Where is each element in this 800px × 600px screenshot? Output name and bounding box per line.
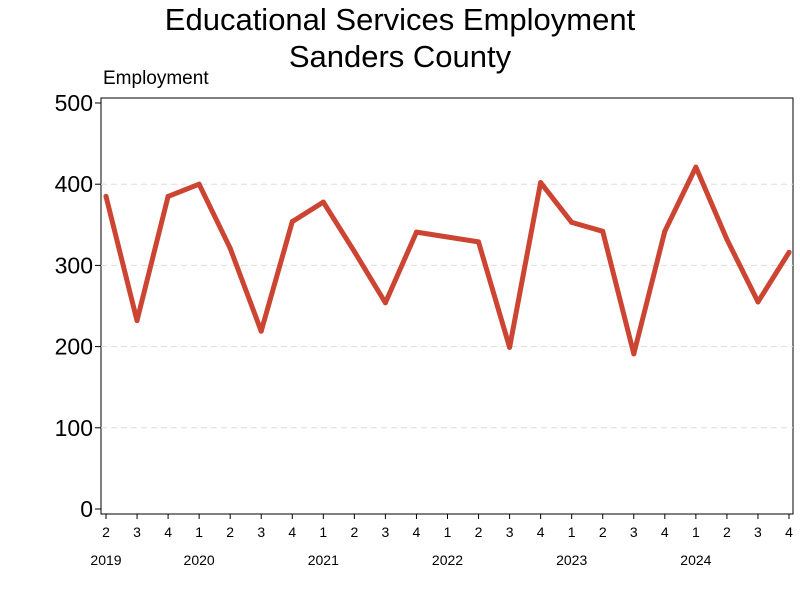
data-point — [786, 249, 792, 255]
data-point — [538, 180, 544, 186]
series-line — [103, 164, 792, 357]
data-point — [569, 219, 575, 225]
plot-frame — [100, 97, 794, 515]
data-point — [755, 299, 761, 305]
data-point — [724, 236, 730, 242]
year-label: 2020 — [184, 552, 215, 568]
y-tick-label: 0 — [80, 496, 93, 522]
x-tick-label: 1 — [319, 524, 327, 540]
data-point — [196, 181, 202, 187]
y-tick-label: 100 — [55, 415, 93, 441]
y-tick-label: 400 — [55, 171, 93, 197]
data-point — [134, 318, 140, 324]
x-tick-label: 3 — [506, 524, 514, 540]
x-tick-label: 2 — [723, 524, 731, 540]
data-point — [631, 351, 637, 357]
x-tick-label: 4 — [164, 524, 172, 540]
x-tick-label: 1 — [692, 524, 700, 540]
data-point — [258, 328, 264, 334]
x-tick-label: 3 — [257, 524, 265, 540]
x-tick-label: 4 — [537, 524, 545, 540]
x-tick-label: 3 — [382, 524, 390, 540]
x-tick-label: 4 — [288, 524, 296, 540]
data-point — [289, 219, 295, 225]
x-tick-label: 3 — [133, 524, 141, 540]
y-tick-label: 200 — [55, 334, 93, 360]
data-point — [165, 193, 171, 199]
data-point — [693, 164, 699, 170]
x-tick-label: 1 — [444, 524, 452, 540]
data-point — [476, 239, 482, 245]
x-tick-label: 3 — [630, 524, 638, 540]
year-label: 2023 — [556, 552, 587, 568]
year-label: 2024 — [680, 552, 711, 568]
data-point — [600, 228, 606, 234]
data-point — [507, 344, 513, 350]
chart-subtitle: Sanders County — [288, 39, 512, 74]
x-tick-label: 2 — [102, 524, 110, 540]
x-tick-label: 2 — [350, 524, 358, 540]
data-point — [351, 249, 357, 255]
y-axis-label: Employment — [103, 68, 209, 89]
x-tick-label: 2 — [475, 524, 483, 540]
x-tick-label: 1 — [568, 524, 576, 540]
data-point — [662, 228, 668, 234]
x-tick-label: 2 — [599, 524, 607, 540]
year-label: 2019 — [90, 552, 121, 568]
x-tick-label: 1 — [195, 524, 203, 540]
data-point — [382, 300, 388, 306]
x-tick-label: 4 — [413, 524, 421, 540]
y-tick-label: 300 — [55, 252, 93, 278]
year-label: 2021 — [308, 552, 339, 568]
x-tick-label: 4 — [785, 524, 793, 540]
data-point — [227, 245, 233, 251]
data-point — [103, 193, 109, 199]
chart-title: Educational Services Employment — [164, 2, 636, 37]
x-tick-label: 2 — [226, 524, 234, 540]
y-tick-label: 500 — [55, 90, 93, 116]
data-point — [413, 229, 419, 235]
data-point — [445, 234, 450, 240]
year-label: 2022 — [432, 552, 463, 568]
data-point — [320, 199, 326, 205]
x-tick-label: 4 — [661, 524, 669, 540]
x-tick-label: 3 — [754, 524, 762, 540]
